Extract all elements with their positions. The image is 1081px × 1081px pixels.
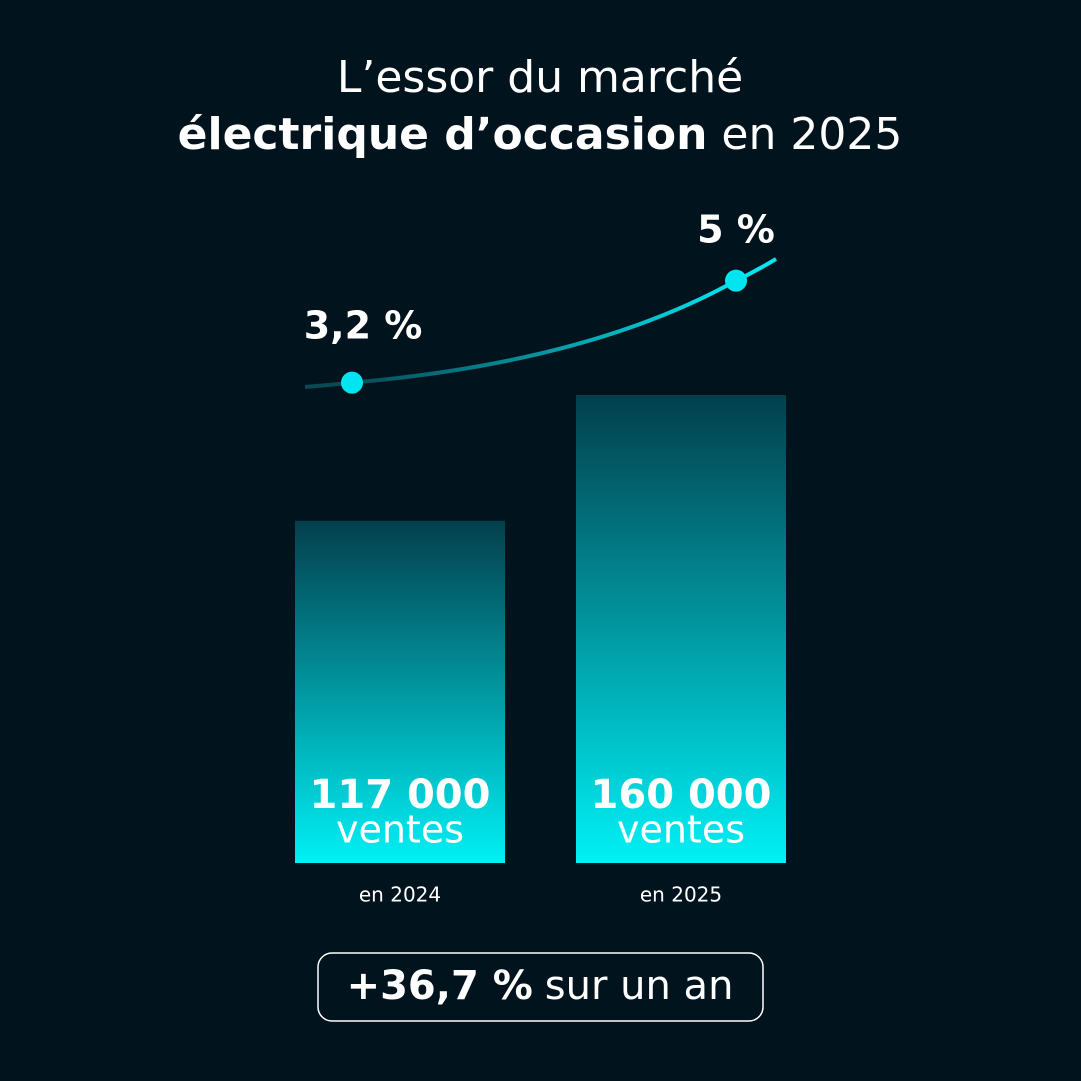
bar-value-label: 117 000 — [310, 772, 491, 818]
badge-frame — [317, 952, 764, 1022]
title-line: électrique d’occasion en 2025 — [178, 109, 903, 160]
bar — [576, 395, 786, 863]
x-tick-label: en 2024 — [359, 883, 441, 907]
badge-change: +36,7 % — [347, 963, 533, 1009]
title-line: L’essor du marché — [337, 52, 743, 103]
title-bold: électrique d’occasion — [178, 109, 708, 160]
line — [351, 278, 737, 385]
bar — [295, 520, 505, 863]
bar-unit-label: ventes — [617, 808, 745, 852]
line-value-label: 5 % — [697, 208, 775, 252]
title-rest: en 2025 — [721, 109, 902, 160]
badge-text: sur un an — [545, 963, 734, 1009]
line-value-label: 3,2 % — [304, 304, 423, 348]
line-point — [725, 269, 747, 292]
line-point — [341, 371, 363, 394]
bar-unit-label: ventes — [336, 808, 464, 852]
badge: +36,7 % sur un an — [347, 963, 734, 1009]
bar-value-label: 160 000 — [591, 772, 772, 818]
x-tick-label: en 2025 — [640, 883, 722, 907]
